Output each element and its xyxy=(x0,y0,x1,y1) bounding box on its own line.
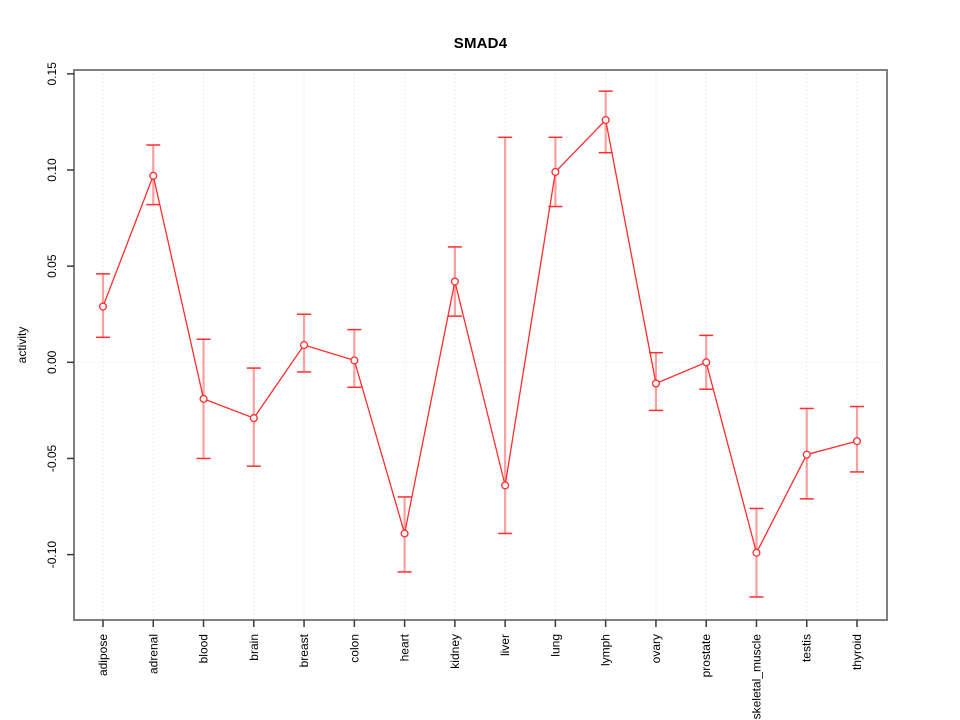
y-tick-label: 0.00 xyxy=(45,350,59,374)
x-tick-label: lung xyxy=(548,634,562,657)
x-tick-label: skeletal_muscle xyxy=(749,634,763,720)
data-point-heart xyxy=(400,529,409,538)
data-line xyxy=(102,118,858,555)
y-tick-label: -0.05 xyxy=(45,444,59,472)
data-point-thyroid xyxy=(852,437,862,446)
x-tick-label: testis xyxy=(800,634,814,662)
x-tick-label: adipose xyxy=(96,634,110,676)
data-point-lymph xyxy=(601,115,610,125)
data-point-brain xyxy=(249,414,258,423)
x-tick-label: brain xyxy=(247,634,261,661)
data-point-kidney xyxy=(450,277,459,286)
y-tick-label: 0.10 xyxy=(45,158,59,182)
x-tick-label: kidney xyxy=(448,634,462,669)
data-point-blood xyxy=(199,394,208,403)
data-point-skeletal_muscle xyxy=(752,548,761,557)
data-point-testis xyxy=(802,450,811,459)
x-tick-label: prostate xyxy=(699,634,713,678)
data-point-ovary xyxy=(651,379,660,388)
x-tick-label: breast xyxy=(297,633,311,667)
data-point-adrenal xyxy=(149,171,158,180)
x-tick-label: liver xyxy=(498,634,512,656)
x-tick-label: heart xyxy=(398,633,412,661)
y-tick-label: -0.10 xyxy=(45,541,59,569)
x-tick-label: blood xyxy=(197,634,211,663)
data-point-adipose xyxy=(98,302,108,311)
x-tick-label: adrenal xyxy=(146,634,160,674)
chart-title: SMAD4 xyxy=(453,35,508,52)
data-point-lung xyxy=(551,167,560,176)
x-tick-label: colon xyxy=(347,634,361,663)
data-point-colon xyxy=(350,356,359,365)
x-tick-label: lymph xyxy=(599,634,613,666)
data-point-prostate xyxy=(702,358,711,367)
plot-box xyxy=(73,69,888,621)
data-point-breast xyxy=(300,340,309,350)
x-tick-label: thyroid xyxy=(850,634,864,670)
data-point-liver xyxy=(501,481,510,490)
x-tick-label: ovary xyxy=(649,634,663,663)
y-tick-label: 0.15 xyxy=(45,62,59,86)
y-tick-label: 0.05 xyxy=(45,254,59,278)
